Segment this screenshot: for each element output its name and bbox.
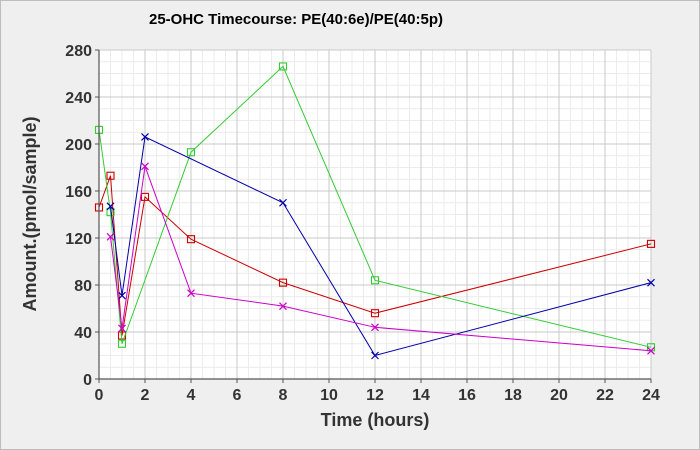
axes (95, 49, 652, 383)
series-line (110, 136, 652, 357)
y-tick-label: 40 (74, 325, 92, 342)
series-3 (106, 133, 655, 360)
y-axis-label: Amount.(pmol/sample) (20, 116, 40, 311)
x-tick-label: 4 (187, 387, 196, 404)
x-tick-label: 0 (95, 387, 104, 404)
x-tick-label: 10 (320, 387, 338, 404)
x-tick-label: 18 (504, 387, 522, 404)
data-point (371, 323, 379, 332)
x-axis-label: Time (hours) (321, 410, 430, 430)
y-tick-label: 200 (65, 137, 92, 154)
series-line (98, 175, 652, 336)
data-point (140, 192, 150, 201)
data-point (647, 278, 655, 287)
y-tick-label: 80 (74, 278, 92, 295)
y-tick-label: 120 (65, 231, 92, 248)
chart-title: 25-OHC Timecourse: PE(40:6e)/PE(40:5p) (149, 11, 443, 28)
data-point (106, 202, 115, 211)
data-point (141, 162, 149, 171)
x-tick-label: 12 (366, 387, 384, 404)
x-tick-label: 8 (279, 387, 288, 404)
x-tick-label: 16 (458, 387, 476, 404)
data-point (118, 291, 126, 300)
data-point (106, 171, 115, 180)
data-point (279, 302, 287, 311)
data-point (186, 235, 196, 244)
data-point (370, 309, 380, 318)
x-tick-label: 20 (550, 387, 568, 404)
data-point (647, 346, 655, 355)
x-tick-label: 6 (233, 387, 242, 404)
x-tick-label: 24 (642, 387, 660, 404)
data-point (117, 339, 127, 348)
data-point (646, 239, 656, 248)
data-point (186, 148, 196, 157)
series-2 (94, 62, 656, 352)
series-4 (106, 162, 655, 355)
tick-labels: 0 2 4 6 8 10 12 14 16 18 20 22 240408012016020024028… (65, 43, 660, 404)
data-point (106, 232, 115, 241)
y-tick-label: 160 (65, 184, 92, 201)
data-point (141, 133, 149, 141)
data-point (278, 62, 288, 71)
y-tick-label: 240 (65, 90, 92, 107)
y-tick-label: 0 (83, 372, 92, 389)
x-tick-label: 14 (412, 387, 430, 404)
x-tick-label: 22 (596, 387, 614, 404)
series-line (98, 65, 652, 348)
major-gridlines (98, 49, 652, 380)
data-point (187, 289, 195, 298)
data-point (118, 324, 126, 333)
x-tick-label: 2 (141, 387, 150, 404)
data-point (279, 198, 287, 207)
series-layer (94, 62, 656, 360)
data-point (370, 276, 380, 285)
data-point (278, 278, 288, 287)
data-point (371, 351, 379, 360)
y-tick-label: 280 (65, 43, 92, 60)
